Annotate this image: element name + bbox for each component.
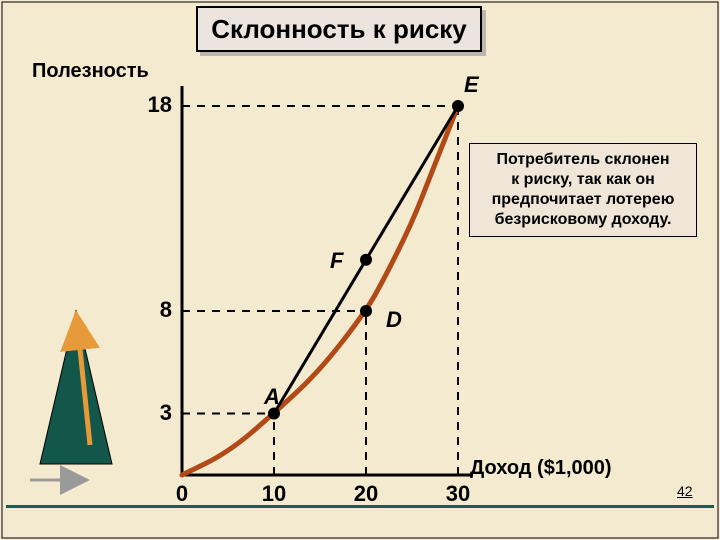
page-number: 42 xyxy=(677,483,693,499)
point-label-D: D xyxy=(386,307,402,333)
info-callout: Потребитель склоненк риску, так как онпр… xyxy=(469,143,697,237)
y-tick-8: 8 xyxy=(136,297,172,323)
info-callout-line: к риску, так как он xyxy=(470,170,696,190)
chart-title-text: Склонность к риску xyxy=(211,15,467,44)
x-axis-label: Доход ($1,000) xyxy=(470,457,612,480)
info-callout-line: Потребитель склонен xyxy=(470,150,696,170)
x-tick-0: 0 xyxy=(164,481,200,507)
point-label-A: A xyxy=(264,384,280,410)
x-tick-30: 30 xyxy=(440,481,476,507)
y-axis-label: Полезность xyxy=(32,60,149,83)
bottom-border-rule xyxy=(6,505,714,508)
y-tick-18: 18 xyxy=(136,92,172,118)
info-callout-line: предпочитает лотерею xyxy=(470,190,696,210)
chart-title: Склонность к риску xyxy=(196,6,482,52)
point-label-E: E xyxy=(464,72,479,98)
info-callout-line: безрисковому доходу. xyxy=(470,210,696,230)
x-tick-10: 10 xyxy=(256,481,292,507)
point-label-F: F xyxy=(330,248,343,274)
y-tick-3: 3 xyxy=(136,400,172,426)
x-tick-20: 20 xyxy=(348,481,384,507)
